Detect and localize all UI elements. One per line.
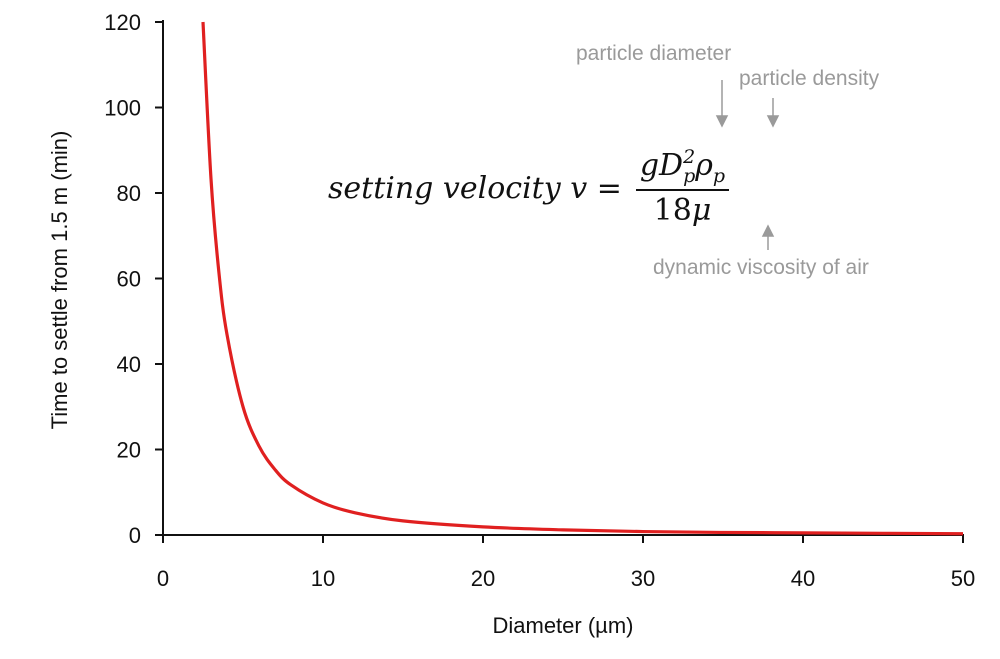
series-line	[201, 21, 964, 536]
annotation-dynamic-viscosity: dynamic viscosity of air	[653, 256, 869, 279]
x-tick-label: 20	[471, 566, 495, 591]
annotation-particle-density: particle density	[739, 67, 880, 90]
x-tick-label: 40	[791, 566, 815, 591]
equation-fraction: gD 2 p ρp 18μ	[635, 148, 730, 228]
x-tick-label: 0	[157, 566, 169, 591]
y-tick-label: 60	[117, 267, 141, 292]
y-tick-label: 100	[104, 96, 141, 121]
y-tick-label: 0	[129, 523, 141, 548]
equation-numerator: gD 2 p ρp	[635, 148, 730, 191]
annotation-particle-diameter: particle diameter	[576, 42, 732, 65]
y-tick-label: 40	[117, 352, 141, 377]
equation-lhs: setting velocity v =	[328, 170, 622, 206]
x-tick-label: 10	[311, 566, 335, 591]
annotation-arrows	[715, 80, 780, 250]
settling-velocity-equation: setting velocity v = gD 2 p ρp 18μ	[328, 148, 730, 228]
y-axis-title: Time to settle from 1.5 m (min)	[47, 131, 72, 430]
equation-denominator: 18μ	[653, 193, 712, 228]
y-tick-label: 120	[104, 10, 141, 35]
x-axis-title: Diameter (µm)	[492, 613, 633, 638]
y-tick-label: 80	[117, 181, 141, 206]
x-tick-label: 30	[631, 566, 655, 591]
x-tick-label: 50	[951, 566, 975, 591]
y-tick-label: 20	[117, 438, 141, 463]
